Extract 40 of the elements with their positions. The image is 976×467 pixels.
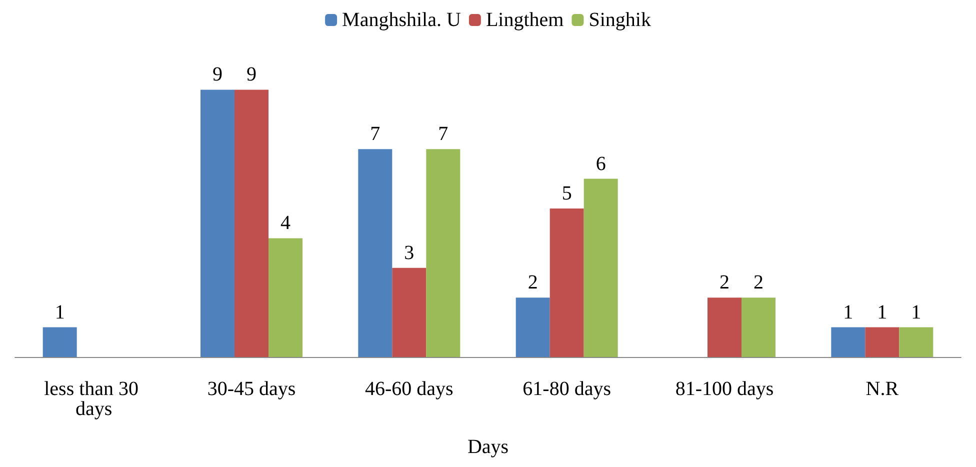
x-tick-label: 81-100 days: [675, 378, 774, 400]
bar: [358, 149, 392, 357]
bar: [234, 90, 268, 357]
data-label: 5: [562, 182, 572, 204]
data-label: 1: [54, 301, 65, 324]
data-label: 7: [370, 123, 380, 146]
x-tick-label: less than 30 days: [44, 378, 144, 420]
bar: [268, 238, 302, 357]
bar: [865, 327, 900, 357]
bar: [584, 178, 618, 357]
data-label: 3: [404, 242, 414, 264]
data-label: 1: [843, 301, 854, 324]
bar: [42, 327, 77, 357]
x-tick-label: N.R: [866, 378, 900, 400]
data-label: 6: [596, 152, 606, 175]
bar: [899, 327, 934, 357]
bar: [831, 327, 866, 357]
bar: [708, 298, 742, 357]
data-label: 1: [911, 301, 922, 324]
data-label: 1: [877, 301, 888, 324]
legend-label: Singhik: [588, 9, 651, 31]
bar: [550, 208, 584, 357]
bar: [426, 149, 460, 357]
bar: [392, 268, 426, 357]
data-label: 2: [754, 272, 764, 294]
legend-label: Lingthem: [486, 9, 564, 31]
x-tick-label: 46-60 days: [365, 378, 454, 400]
data-label: 2: [528, 272, 538, 294]
x-tick-label: 61-80 days: [522, 378, 612, 400]
legend-label: Manghshila. U: [342, 9, 462, 31]
bar: [742, 298, 776, 357]
x-axis-title: Days: [467, 436, 509, 458]
data-label: 9: [246, 64, 256, 86]
data-label: 2: [720, 272, 730, 294]
data-label: 4: [280, 212, 290, 234]
bar: [516, 298, 550, 357]
data-label: 7: [438, 123, 448, 146]
x-tick-label: 30-45 days: [207, 378, 296, 400]
bar: [200, 90, 234, 357]
data-label: 9: [212, 64, 222, 86]
